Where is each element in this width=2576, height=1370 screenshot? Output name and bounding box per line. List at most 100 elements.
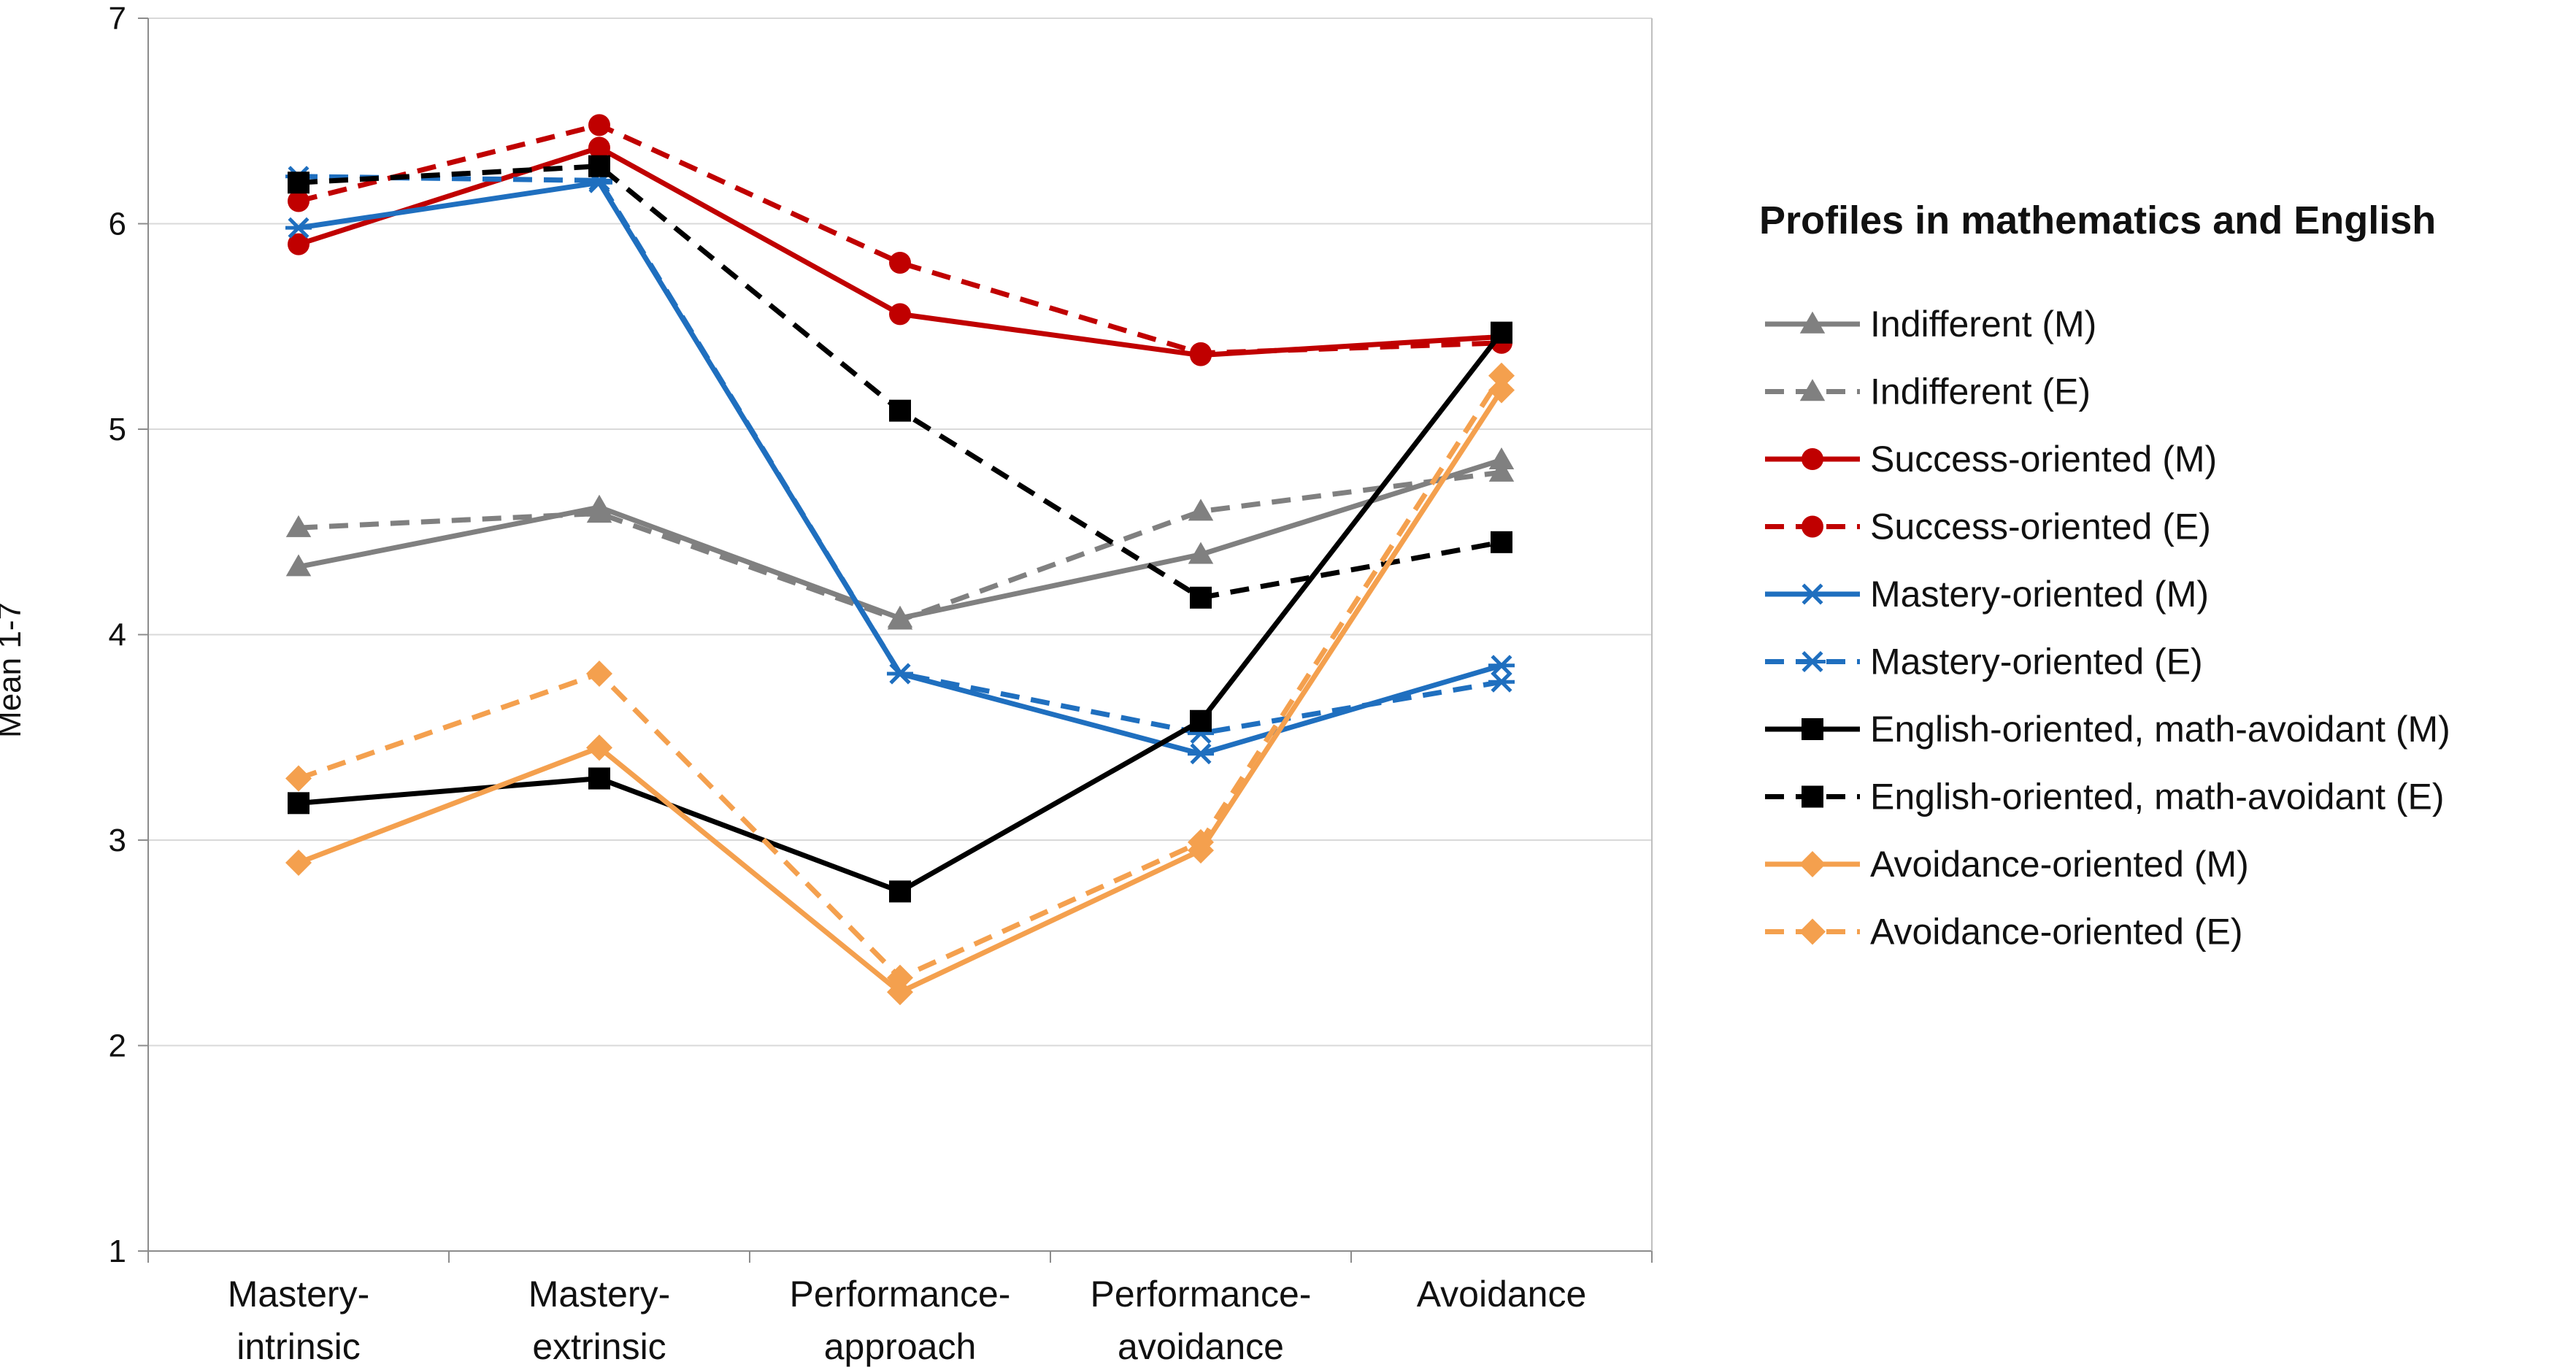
series-line [298,122,1502,356]
legend-label: English-oriented, math-avoidant (M) [1870,709,2450,750]
data-point [285,515,312,537]
x-tick-label-line: approach [824,1326,977,1367]
data-point [1190,709,1212,732]
data-point [1802,718,1823,740]
legend-label: English-oriented, math-avoidant (E) [1870,777,2445,817]
legend-item: Indifferent (M) [1765,304,2096,345]
data-point [1190,586,1212,609]
data-point [1799,311,1826,334]
data-point [288,190,309,212]
data-point [288,233,309,255]
legend-label: Mastery-oriented (E) [1870,642,2203,682]
data-point [588,155,610,177]
data-point [1802,515,1823,538]
series [285,447,1515,628]
x-tick-label: Mastery-intrinsic [228,1274,369,1367]
y-axis-label: Mean 1-7 [0,602,28,738]
data-point [1799,583,1826,605]
data-point [288,792,309,815]
legend-item: Success-oriented (M) [1765,439,2217,480]
data-point [1799,650,1826,673]
data-point [1188,743,1214,765]
legend-item: Avoidance-oriented (E) [1765,912,2242,953]
data-point [1488,362,1515,389]
legend-label: Avoidance-oriented (M) [1870,844,2249,885]
y-tick-label: 1 [109,1234,126,1269]
data-point [1188,828,1214,855]
data-point [1799,918,1826,945]
data-point [1188,542,1214,564]
x-tick-label-line: Avoidance [1417,1274,1587,1315]
data-point [586,501,612,523]
legend-label: Avoidance-oriented (E) [1870,912,2242,953]
data-point [1491,531,1512,553]
y-tick-label: 3 [109,823,126,858]
legend: Profiles in mathematics and English Indi… [1759,199,2450,953]
x-tick-label-line: Performance- [790,1274,1011,1315]
data-point [889,251,911,274]
x-tick-label-line: extrinsic [532,1326,666,1367]
data-point [1802,448,1823,470]
data-point [1488,447,1515,469]
data-point [887,607,913,630]
data-point [588,136,610,159]
legend-label: Success-oriented (M) [1870,439,2217,480]
legend-item: Success-oriented (E) [1765,507,2211,547]
series-lines [285,114,1515,1006]
x-tick-label-line: Mastery- [228,1274,369,1315]
y-tick-label: 5 [109,412,126,447]
legend-item: English-oriented, math-avoidant (M) [1765,709,2450,750]
y-tick-label: 2 [109,1028,126,1064]
series [285,362,1515,991]
data-point [1190,342,1212,364]
data-point [586,734,612,761]
data-point [588,114,610,136]
legend-item: Mastery-oriented (M) [1765,574,2209,615]
x-tick-label: Performance-approach [790,1274,1011,1367]
data-point [1799,851,1826,877]
axes: 1234567Mastery-intrinsicMastery-extrinsi… [109,1,1653,1367]
series [288,136,1512,366]
data-point [1488,671,1515,693]
data-point [1188,499,1214,521]
legend-label: Indifferent (E) [1870,372,2091,412]
data-point [285,217,312,239]
x-tick-label: Mastery-extrinsic [528,1274,670,1367]
series [285,377,1515,1006]
data-point [887,979,913,1006]
legend-item: Mastery-oriented (E) [1765,642,2203,682]
legend-label: Indifferent (M) [1870,304,2096,345]
legend-title: Profiles in mathematics and English [1759,199,2436,242]
legend-label: Success-oriented (E) [1870,507,2211,547]
series [285,459,1515,630]
data-point [288,172,309,194]
data-point [588,767,610,790]
data-point [586,660,612,687]
data-point [285,554,312,577]
legend-item: Avoidance-oriented (M) [1765,844,2249,885]
series-line [298,174,1502,736]
y-tick-label: 4 [109,617,126,653]
x-tick-label: Avoidance [1417,1274,1587,1315]
data-point [1799,379,1826,401]
gridlines [148,18,1652,1047]
data-point [285,765,312,792]
legend-label: Mastery-oriented (M) [1870,574,2209,615]
data-point [887,663,913,685]
x-tick-label-line: Mastery- [528,1274,670,1315]
data-point [889,399,911,422]
data-point [1491,321,1512,344]
y-tick-label: 6 [109,207,126,242]
series [288,155,1512,609]
series-line [298,457,1503,621]
data-point [889,303,911,326]
data-point [1488,377,1515,404]
legend-item: English-oriented, math-avoidant (E) [1765,777,2445,817]
x-tick-label-line: intrinsic [237,1326,360,1367]
legend-item: Indifferent (E) [1765,372,2091,412]
data-point [887,964,913,991]
x-tick-label-line: Performance- [1091,1274,1312,1315]
data-point [889,880,911,903]
series [288,114,1512,364]
